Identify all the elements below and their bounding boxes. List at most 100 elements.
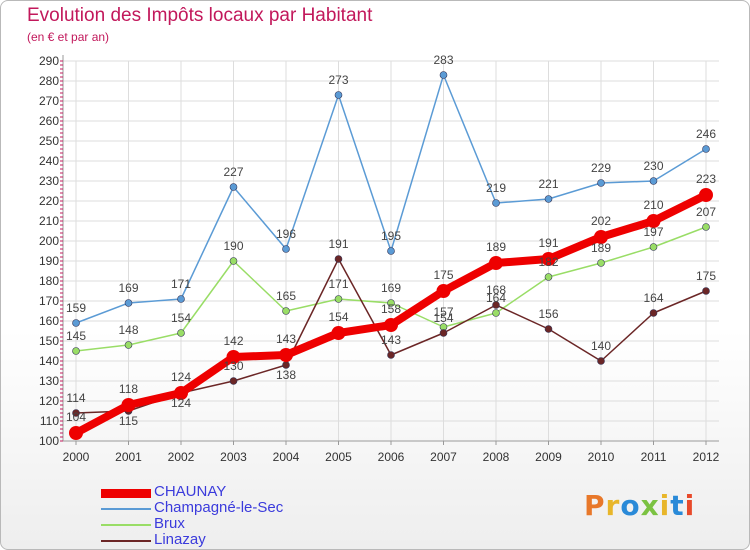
legend-label: Linazay <box>154 531 206 548</box>
x-tick-label: 2012 <box>693 450 720 464</box>
data-label: 165 <box>276 289 296 303</box>
data-point <box>439 71 448 79</box>
data-labels: 159 169 171 227 196 273 195 283 219 221 229 230 246 1… <box>66 53 716 428</box>
data-point <box>492 309 500 317</box>
data-point <box>649 177 658 185</box>
legend-swatch <box>101 488 151 498</box>
y-tick-label: 150 <box>39 334 59 348</box>
data-label: 156 <box>538 307 558 321</box>
data-label: 114 <box>66 391 85 405</box>
data-label: 169 <box>118 281 138 295</box>
data-label: 273 <box>328 73 348 87</box>
data-point <box>72 347 80 355</box>
y-tick-label: 260 <box>39 114 59 128</box>
data-label: 189 <box>486 240 506 254</box>
data-label: 124 <box>171 370 191 384</box>
data-label: 124 <box>171 396 191 410</box>
logo-letter: i <box>684 489 696 522</box>
data-label: 143 <box>276 332 296 346</box>
series-lines <box>69 71 713 440</box>
x-tick-label: 2003 <box>220 450 247 464</box>
data-label: 140 <box>591 339 611 353</box>
data-point <box>387 351 395 359</box>
y-tick-label: 190 <box>39 254 59 268</box>
data-point <box>702 287 710 295</box>
data-point <box>492 199 500 207</box>
data-label: 118 <box>119 382 138 396</box>
data-label: 154 <box>171 311 191 325</box>
legend-label: CHAUNAY <box>154 483 227 500</box>
y-tick-label: 290 <box>39 54 59 68</box>
data-point <box>544 325 553 333</box>
x-tick-label: 2011 <box>641 450 667 464</box>
data-label: 171 <box>171 277 191 291</box>
data-point <box>229 377 238 385</box>
data-label: 130 <box>223 359 243 373</box>
data-point <box>649 309 658 317</box>
data-label: 148 <box>118 323 138 337</box>
logo-letter: r <box>605 489 621 522</box>
data-label: 159 <box>66 301 86 315</box>
grid <box>63 60 719 441</box>
data-point <box>436 284 451 298</box>
data-label: 196 <box>276 227 296 241</box>
logo-letter: i <box>659 489 671 522</box>
data-label: 171 <box>328 277 348 291</box>
data-point <box>649 243 658 251</box>
y-tick-label: 110 <box>40 414 59 428</box>
logo-letter: t <box>670 489 685 522</box>
x-tick-label: 2001 <box>115 450 142 464</box>
data-label: 169 <box>381 281 401 295</box>
data-label: 197 <box>643 225 663 239</box>
legend-swatch <box>101 508 151 510</box>
legend-swatch <box>101 524 151 526</box>
data-point <box>702 223 710 231</box>
data-point <box>384 318 398 332</box>
data-label: 195 <box>381 229 401 243</box>
data-point <box>544 273 553 281</box>
data-label: 221 <box>538 177 558 191</box>
data-label: 223 <box>696 172 716 186</box>
data-label: 168 <box>486 283 506 297</box>
data-label: 189 <box>591 241 611 255</box>
data-label: 190 <box>223 239 243 253</box>
data-point <box>174 386 188 400</box>
axes: 100 110 120 130 140 150 160 170 180 190 200 210 220 2… <box>39 54 720 464</box>
x-tick-label: 2000 <box>63 450 90 464</box>
data-label: 191 <box>328 237 348 251</box>
y-tick-label: 130 <box>39 374 59 388</box>
data-point <box>229 257 238 265</box>
data-point <box>282 307 290 315</box>
data-point <box>177 295 185 303</box>
y-tick-label: 160 <box>39 314 59 328</box>
data-label: 175 <box>696 269 716 283</box>
y-tick-label: 240 <box>39 154 59 168</box>
data-label: 154 <box>433 311 453 325</box>
data-point <box>72 409 80 417</box>
data-label: 283 <box>433 53 453 67</box>
data-label: 164 <box>643 291 663 305</box>
data-label: 191 <box>538 236 558 250</box>
data-point <box>594 230 608 244</box>
data-point <box>541 252 556 266</box>
data-point <box>121 398 136 412</box>
data-point <box>702 145 710 153</box>
y-tick-label: 180 <box>39 274 59 288</box>
data-label: 143 <box>381 333 401 347</box>
legend-label: Champagné-le-Sec <box>154 499 284 516</box>
data-point <box>334 255 343 263</box>
data-point <box>597 259 605 267</box>
x-tick-label: 2006 <box>378 450 405 464</box>
logo-letter: x <box>640 489 660 522</box>
y-tick-label: 220 <box>39 194 59 208</box>
y-tick-label: 280 <box>39 74 59 88</box>
data-point <box>699 188 713 202</box>
data-point <box>544 195 553 203</box>
data-label: 230 <box>643 159 663 173</box>
y-tick-label: 100 <box>39 434 59 448</box>
data-label: 154 <box>328 310 348 324</box>
data-label: 246 <box>696 127 716 141</box>
data-point <box>387 247 395 255</box>
x-tick-label: 2005 <box>325 450 352 464</box>
